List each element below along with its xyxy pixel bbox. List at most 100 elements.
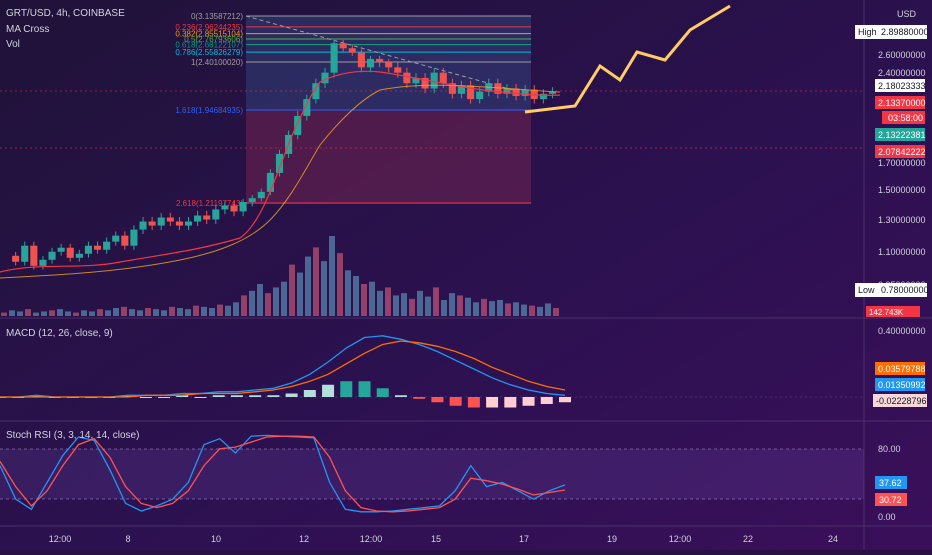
time-label: 10: [211, 534, 221, 544]
volume-bar: [169, 306, 175, 316]
stoch-legend[interactable]: Stoch RSI (3, 3, 14, 14, close): [6, 430, 139, 441]
candle-body: [275, 153, 284, 173]
volume-bar: [537, 306, 543, 316]
candle-body: [266, 172, 274, 192]
candle-body: [521, 89, 529, 96]
candle-body: [230, 205, 238, 212]
volume-bar: [369, 281, 375, 316]
volume-tag-text: 142.743K: [869, 308, 904, 317]
volume-bar: [449, 293, 455, 316]
candle-body: [412, 77, 420, 84]
volume-bar: [329, 236, 335, 316]
price-tag-ma-fast: [875, 128, 925, 141]
volume-bar: [1, 312, 7, 316]
time-label: 22: [743, 534, 753, 544]
volume-bar: [265, 293, 271, 316]
price-tick: 1.10000000: [878, 247, 926, 257]
candle-body: [148, 221, 156, 226]
price-tag-current-text: 2.13370000: [878, 98, 926, 108]
price-tag-last: [875, 79, 925, 92]
ma-fast-line: [0, 70, 561, 273]
volume-bar: [201, 306, 207, 316]
time-label: 12:00: [360, 534, 383, 544]
volume-bar: [393, 295, 399, 316]
candle-body: [294, 115, 302, 135]
macd-hist-bar: [230, 395, 243, 397]
candle-body: [448, 83, 456, 94]
macd-legend[interactable]: MACD (12, 26, close, 9): [6, 328, 113, 339]
high-tag: [855, 25, 927, 39]
volume-bar: [409, 298, 415, 316]
candle-body: [121, 235, 129, 246]
fib-label: 0.786(2.55826279): [175, 48, 243, 57]
price-tick: 2.60000000: [878, 50, 926, 60]
macd-line-tag-text: 0.01350992: [878, 380, 926, 390]
volume-bar: [145, 308, 151, 316]
ma-cross-legend[interactable]: MA Cross: [6, 24, 49, 35]
fib-label: 0.618(2.68122107): [175, 40, 243, 49]
volume-bar: [297, 272, 303, 316]
macd-hist-bar: [394, 395, 407, 397]
volume-bar: [345, 270, 351, 316]
macd-hist-bar: [540, 397, 553, 404]
candle-body: [239, 201, 247, 212]
volume-bar: [241, 295, 247, 316]
candle-body: [330, 43, 338, 73]
volume-bar: [281, 281, 287, 316]
fib-label: 1.618(1.94684935): [175, 106, 243, 115]
low-tag: [855, 283, 927, 297]
candle-body: [194, 215, 202, 222]
volume-bar: [249, 290, 255, 316]
volume-legend[interactable]: Vol: [6, 39, 20, 50]
high-label: High: [858, 27, 877, 37]
volume-bar: [465, 297, 471, 316]
candle-body: [75, 253, 83, 258]
stoch-k-tag: [875, 476, 907, 489]
candle-body: [48, 251, 56, 260]
volume-bar: [553, 308, 559, 316]
candle-body: [512, 88, 520, 96]
candle-body: [12, 255, 20, 262]
volume-bar: [161, 310, 167, 316]
fib-trend-line: [245, 15, 532, 96]
macd-tick-top: 0.40000000: [878, 326, 926, 336]
symbol-title[interactable]: GRT/USD, 4h, COINBASE: [6, 8, 125, 19]
volume-bar: [25, 309, 31, 316]
candle-body: [39, 259, 47, 266]
time-label: 8: [125, 534, 130, 544]
candle-body: [403, 72, 411, 84]
macd-hist-bar: [285, 393, 298, 397]
macd-hist-bar: [413, 397, 426, 399]
candle-body: [166, 217, 174, 222]
candle-body: [184, 221, 193, 226]
volume-bar: [193, 305, 199, 316]
volume-bar: [425, 296, 431, 316]
countdown-text: 03:58:00: [888, 113, 923, 123]
candle-body: [357, 52, 365, 68]
candle-body: [421, 77, 429, 89]
volume-bar: [233, 302, 239, 316]
volume-bar: [513, 302, 519, 316]
candle-body: [66, 247, 74, 258]
stoch-band: [0, 449, 864, 499]
stoch-d-tag-text: 30.72: [879, 495, 902, 505]
time-label: 24: [828, 534, 838, 544]
high-value: 2.89880000: [881, 27, 929, 37]
candle-body: [539, 93, 547, 100]
stoch-tick-80: 80.00: [878, 444, 901, 454]
volume-bar: [81, 310, 87, 316]
volume-bar: [521, 304, 527, 316]
macd-hist-bar: [522, 397, 535, 406]
macd-hist-bar: [467, 397, 480, 408]
volume-bar: [353, 276, 359, 316]
candle-body: [21, 245, 29, 262]
time-label: 12: [299, 534, 309, 544]
price-projection-line[interactable]: [524, 4, 731, 114]
macd-histogram: [0, 381, 571, 408]
volume-tag: [866, 306, 920, 317]
candle-body: [348, 48, 356, 53]
volume-bar: [473, 302, 479, 316]
volume-bar: [65, 311, 71, 316]
